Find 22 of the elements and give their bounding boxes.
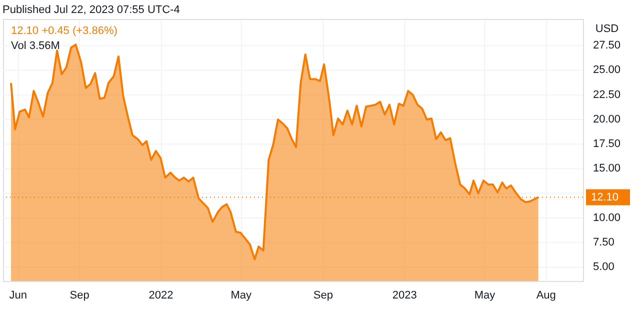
y-tick-label: 10.00	[593, 212, 621, 224]
x-tick-label: 2023	[392, 290, 417, 302]
annotation: 12.10 +0.45 (+3.86%)	[11, 25, 118, 37]
chart-title: Published Jul 22, 2023 07:55 UTC-4	[2, 4, 180, 16]
y-tick-label: 7.50	[593, 236, 614, 249]
y-tick-label: 25.00	[593, 64, 621, 76]
y-tick-label: 22.50	[593, 88, 621, 101]
y-tick-label: 17.50	[593, 138, 621, 150]
x-tick-label: May	[474, 290, 496, 302]
y-tick-label: 5.00	[593, 261, 614, 274]
y-tick-label: 15.00	[593, 162, 621, 175]
y-tick-label: 20.00	[593, 113, 621, 126]
x-tick-label: Aug	[536, 290, 556, 302]
annotation: Vol 3.56M	[11, 40, 60, 52]
x-tick-label: Sep	[70, 290, 90, 302]
ref-line-label: 12.10	[591, 191, 619, 204]
x-tick-label: 2022	[148, 290, 174, 302]
x-tick-label: Jun	[9, 290, 28, 302]
y-tick-label: 27.50	[593, 40, 621, 52]
x-tick-label: May	[230, 290, 252, 302]
y-axis-title: USD	[595, 23, 619, 35]
x-tick-label: Sep	[313, 290, 333, 302]
